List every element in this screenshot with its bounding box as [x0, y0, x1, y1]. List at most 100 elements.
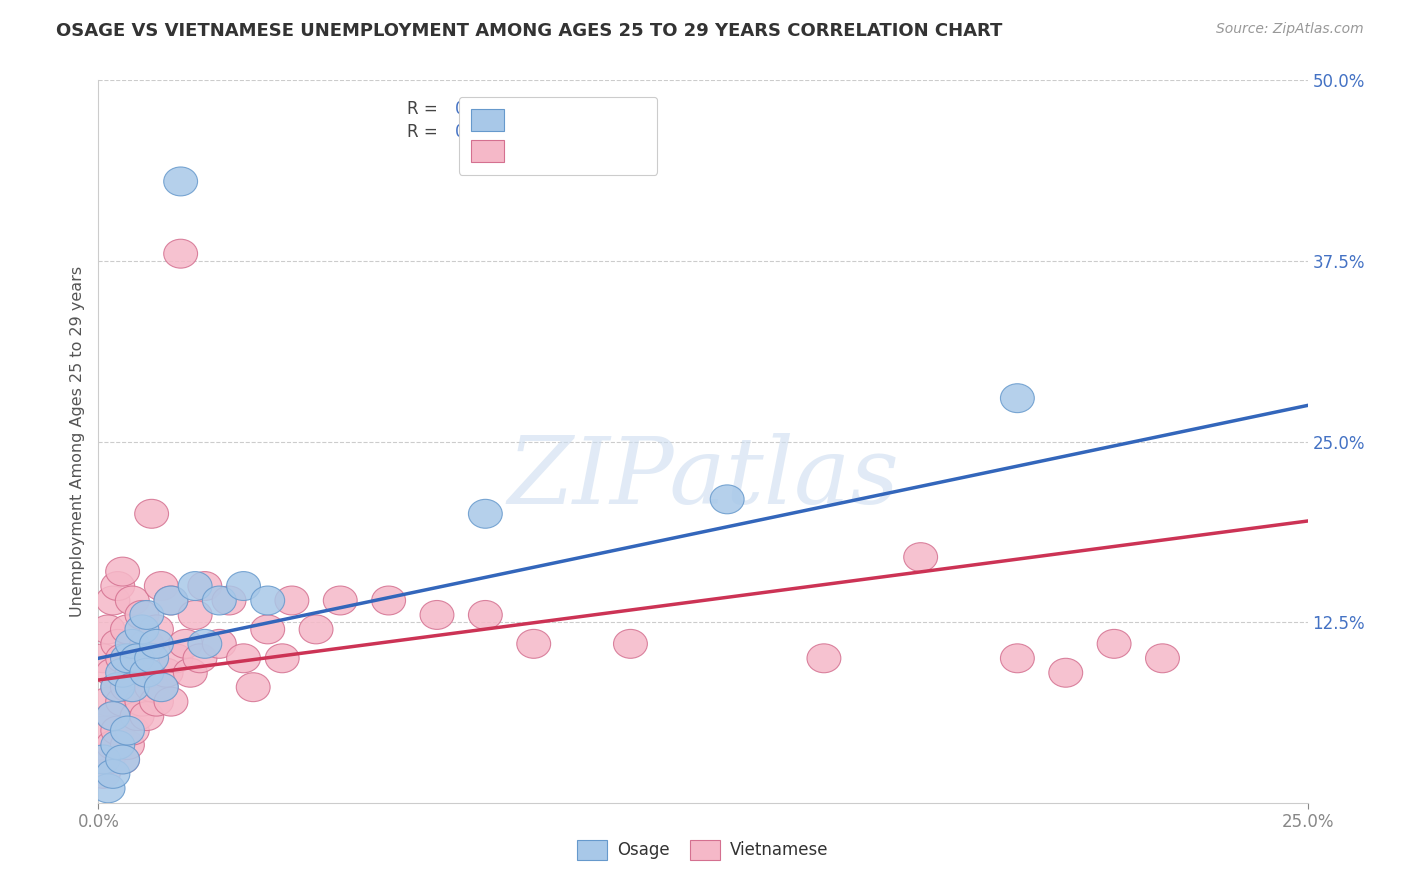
Ellipse shape	[149, 658, 183, 687]
Ellipse shape	[96, 731, 129, 759]
Ellipse shape	[250, 586, 284, 615]
Ellipse shape	[86, 759, 120, 789]
Ellipse shape	[120, 644, 155, 673]
Ellipse shape	[807, 644, 841, 673]
Ellipse shape	[129, 630, 163, 658]
Ellipse shape	[111, 731, 145, 759]
Ellipse shape	[1146, 644, 1180, 673]
Ellipse shape	[105, 745, 139, 774]
Ellipse shape	[125, 687, 159, 716]
Ellipse shape	[179, 600, 212, 630]
Ellipse shape	[135, 644, 169, 673]
Ellipse shape	[101, 630, 135, 658]
Ellipse shape	[420, 600, 454, 630]
Text: 0.395: 0.395	[456, 100, 502, 118]
Ellipse shape	[86, 716, 120, 745]
Ellipse shape	[163, 239, 198, 268]
Text: R =: R =	[406, 123, 449, 141]
Ellipse shape	[145, 673, 179, 702]
Ellipse shape	[135, 500, 169, 528]
Ellipse shape	[111, 673, 145, 702]
Ellipse shape	[266, 644, 299, 673]
Ellipse shape	[299, 615, 333, 644]
Legend: Osage, Vietnamese: Osage, Vietnamese	[571, 833, 835, 867]
Ellipse shape	[135, 673, 169, 702]
Ellipse shape	[323, 586, 357, 615]
Text: 66: 66	[551, 123, 572, 141]
Ellipse shape	[105, 644, 139, 673]
Ellipse shape	[129, 658, 163, 687]
Ellipse shape	[96, 702, 129, 731]
Ellipse shape	[155, 687, 188, 716]
Ellipse shape	[125, 600, 159, 630]
Ellipse shape	[1001, 384, 1035, 413]
Ellipse shape	[226, 644, 260, 673]
Ellipse shape	[163, 167, 198, 196]
Ellipse shape	[188, 572, 222, 600]
Ellipse shape	[125, 615, 159, 644]
Ellipse shape	[120, 702, 155, 731]
Ellipse shape	[188, 630, 222, 658]
Ellipse shape	[91, 687, 125, 716]
Ellipse shape	[250, 615, 284, 644]
Ellipse shape	[105, 558, 139, 586]
Ellipse shape	[105, 658, 139, 687]
Ellipse shape	[226, 572, 260, 600]
Text: 29: 29	[551, 100, 574, 118]
Ellipse shape	[115, 658, 149, 687]
Ellipse shape	[101, 673, 135, 702]
Ellipse shape	[129, 702, 163, 731]
Ellipse shape	[1049, 658, 1083, 687]
Ellipse shape	[101, 716, 135, 745]
Ellipse shape	[1001, 644, 1035, 673]
Ellipse shape	[159, 644, 193, 673]
Ellipse shape	[183, 644, 217, 673]
Ellipse shape	[145, 572, 179, 600]
Ellipse shape	[468, 500, 502, 528]
Ellipse shape	[96, 586, 129, 615]
Ellipse shape	[139, 687, 173, 716]
Ellipse shape	[276, 586, 309, 615]
Ellipse shape	[179, 572, 212, 600]
Text: ZIPatlas: ZIPatlas	[508, 433, 898, 523]
Ellipse shape	[86, 644, 120, 673]
Ellipse shape	[111, 716, 145, 745]
Ellipse shape	[96, 658, 129, 687]
Ellipse shape	[129, 600, 163, 630]
Ellipse shape	[115, 630, 149, 658]
Ellipse shape	[115, 673, 149, 702]
Ellipse shape	[111, 615, 145, 644]
Ellipse shape	[115, 586, 149, 615]
Text: N =: N =	[509, 123, 562, 141]
Text: N =: N =	[509, 100, 562, 118]
Ellipse shape	[173, 658, 207, 687]
Ellipse shape	[120, 644, 155, 673]
Ellipse shape	[105, 687, 139, 716]
Y-axis label: Unemployment Among Ages 25 to 29 years: Unemployment Among Ages 25 to 29 years	[69, 266, 84, 617]
Ellipse shape	[96, 702, 129, 731]
Ellipse shape	[710, 485, 744, 514]
Ellipse shape	[517, 630, 551, 658]
Ellipse shape	[101, 731, 135, 759]
Ellipse shape	[111, 644, 145, 673]
Ellipse shape	[155, 586, 188, 615]
Ellipse shape	[86, 745, 120, 774]
Text: Source: ZipAtlas.com: Source: ZipAtlas.com	[1216, 22, 1364, 37]
Ellipse shape	[202, 630, 236, 658]
Text: 0.199: 0.199	[456, 123, 502, 141]
Ellipse shape	[371, 586, 405, 615]
Ellipse shape	[1097, 630, 1130, 658]
Ellipse shape	[139, 615, 173, 644]
Ellipse shape	[101, 673, 135, 702]
Ellipse shape	[236, 673, 270, 702]
Ellipse shape	[91, 615, 125, 644]
Ellipse shape	[468, 600, 502, 630]
Ellipse shape	[613, 630, 647, 658]
Text: OSAGE VS VIETNAMESE UNEMPLOYMENT AMONG AGES 25 TO 29 YEARS CORRELATION CHART: OSAGE VS VIETNAMESE UNEMPLOYMENT AMONG A…	[56, 22, 1002, 40]
Ellipse shape	[101, 572, 135, 600]
Ellipse shape	[105, 745, 139, 774]
Ellipse shape	[212, 586, 246, 615]
Ellipse shape	[155, 586, 188, 615]
Ellipse shape	[91, 745, 125, 774]
Ellipse shape	[91, 774, 125, 803]
